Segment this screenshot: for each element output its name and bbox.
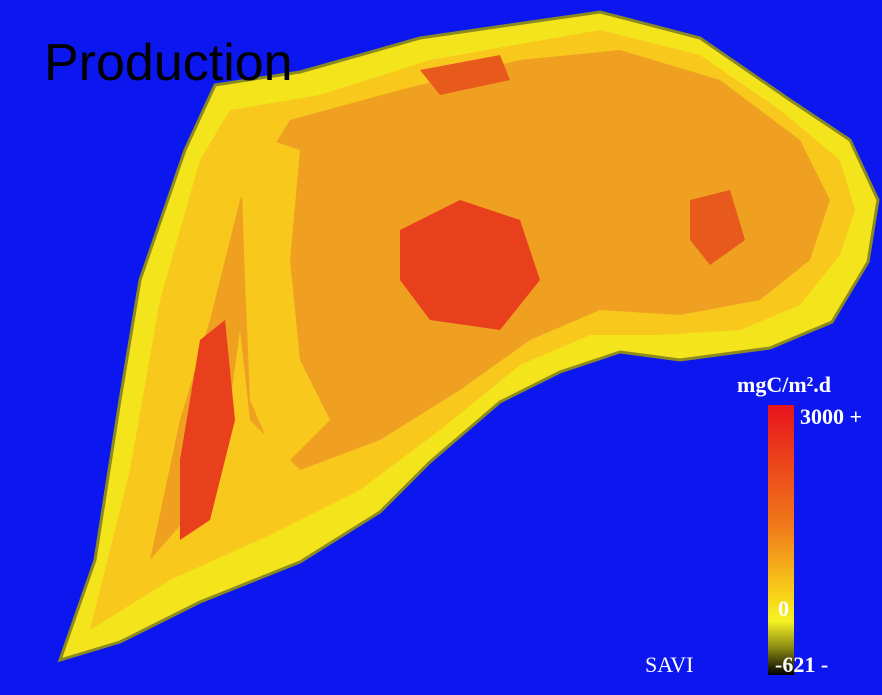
map-title: Production	[44, 34, 293, 92]
colorbar	[768, 405, 794, 675]
legend-index-label: SAVI	[645, 652, 694, 677]
legend-top-label: 3000 +	[800, 404, 862, 429]
legend-zero-label: 0	[778, 596, 789, 621]
map: Production mgC/m².d 3000 + 0 -621 - SAVI	[0, 0, 882, 695]
page: Production mgC/m².d 3000 + 0 -621 - SAVI…	[0, 0, 882, 695]
legend-unit: mgC/m².d	[737, 372, 831, 397]
legend-bottom-label: -621 -	[775, 652, 828, 677]
